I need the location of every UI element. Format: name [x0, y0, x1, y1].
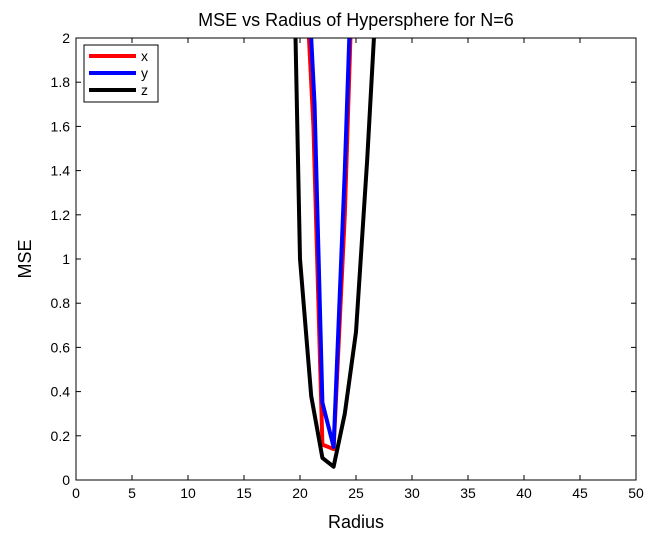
- legend-label-x: x: [141, 48, 148, 64]
- y-tick-label: 1.2: [51, 207, 71, 223]
- y-tick-label: 0.8: [51, 295, 71, 311]
- y-axis-title: MSE: [15, 239, 35, 278]
- chart-title: MSE vs Radius of Hypersphere for N=6: [198, 10, 514, 30]
- y-tick-label: 0: [62, 472, 70, 488]
- x-tick-label: 0: [72, 485, 80, 501]
- series-line-z: [293, 38, 376, 469]
- x-axis-title: Radius: [328, 512, 384, 532]
- y-tick-label: 1.6: [51, 118, 71, 134]
- x-tick-label: 50: [628, 485, 644, 501]
- x-tick-label: 5: [128, 485, 136, 501]
- legend-label-y: y: [141, 65, 148, 81]
- x-tick-label: 30: [404, 485, 420, 501]
- x-tick-label: 10: [180, 485, 196, 501]
- y-tick-label: 0.4: [51, 384, 71, 400]
- y-tick-label: 1: [62, 251, 70, 267]
- series-group: [293, 38, 376, 469]
- y-tick-label: 1.4: [51, 163, 71, 179]
- y-tick-label: 0.6: [51, 339, 71, 355]
- x-tick-label: 25: [348, 485, 364, 501]
- y-tick-label: 2: [62, 30, 70, 46]
- y-tick-label: 0.2: [51, 428, 71, 444]
- legend-label-z: z: [141, 82, 148, 98]
- x-tick-label: 45: [572, 485, 588, 501]
- series-line-y: [309, 38, 352, 449]
- x-tick-label: 15: [236, 485, 252, 501]
- y-tick-label: 1.8: [51, 74, 71, 90]
- x-tick-label: 20: [292, 485, 308, 501]
- legend: xyz: [83, 44, 159, 103]
- x-tick-label: 40: [516, 485, 532, 501]
- x-tick-label: 35: [460, 485, 476, 501]
- plot-area: 0 5 10 15 20 25 30 35 40 45 50 0 0.2 0.4 0.6 0.8 1 1.2 1.4…: [51, 30, 644, 501]
- plot-background: [76, 38, 636, 480]
